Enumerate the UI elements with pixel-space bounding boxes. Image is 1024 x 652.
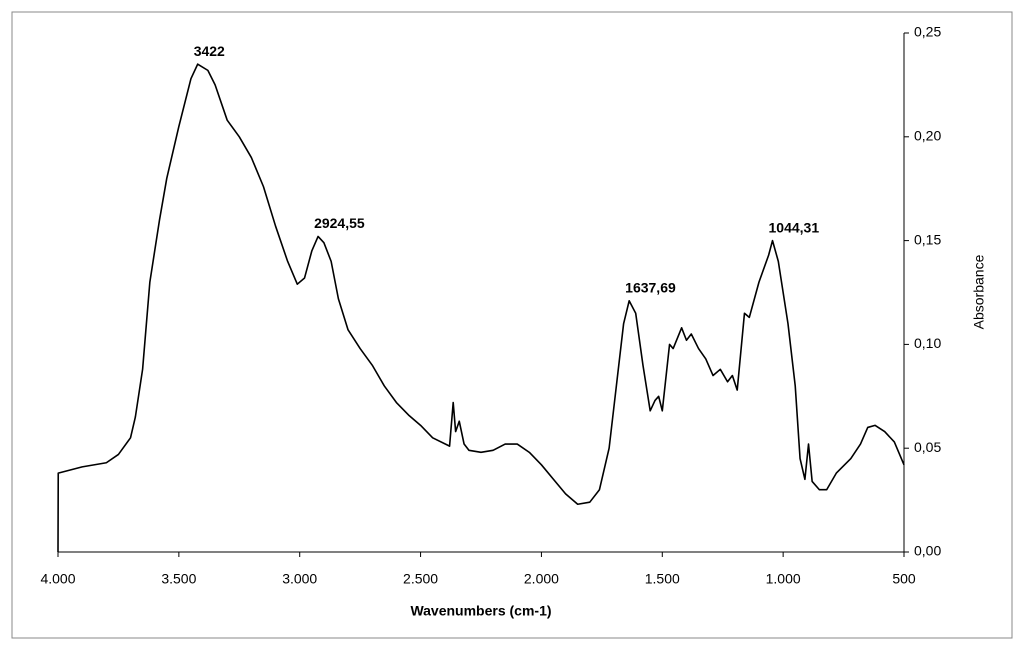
x-tick-label: 500 (892, 571, 916, 587)
x-tick-label: 2.500 (403, 571, 438, 587)
chart-frame (11, 11, 1013, 639)
peak-label: 1044,31 (769, 219, 820, 235)
y-tick-label: 0,15 (914, 231, 941, 247)
x-tick-label: 1.000 (766, 571, 801, 587)
peak-label: 1637,69 (625, 280, 676, 296)
x-tick-label: 2.000 (524, 571, 559, 587)
peak-label: 2924,55 (314, 215, 365, 231)
x-tick-label: 3.000 (282, 571, 317, 587)
y-axis-title: Absorbance (971, 254, 987, 329)
x-tick-label: 1.500 (645, 571, 680, 587)
x-tick-label: 3.500 (161, 571, 196, 587)
x-axis-title: Wavenumbers (cm-1) (410, 603, 551, 619)
x-tick-label: 4.000 (40, 571, 75, 587)
spectrum-line (57, 63, 905, 553)
y-tick-label: 0,25 (914, 24, 941, 40)
y-tick-label: 0,05 (914, 439, 941, 455)
y-tick-label: 0,10 (914, 335, 941, 351)
y-tick-label: 0,20 (914, 128, 941, 144)
y-tick-label: 0,00 (914, 543, 941, 559)
peak-label: 3422 (194, 43, 225, 59)
